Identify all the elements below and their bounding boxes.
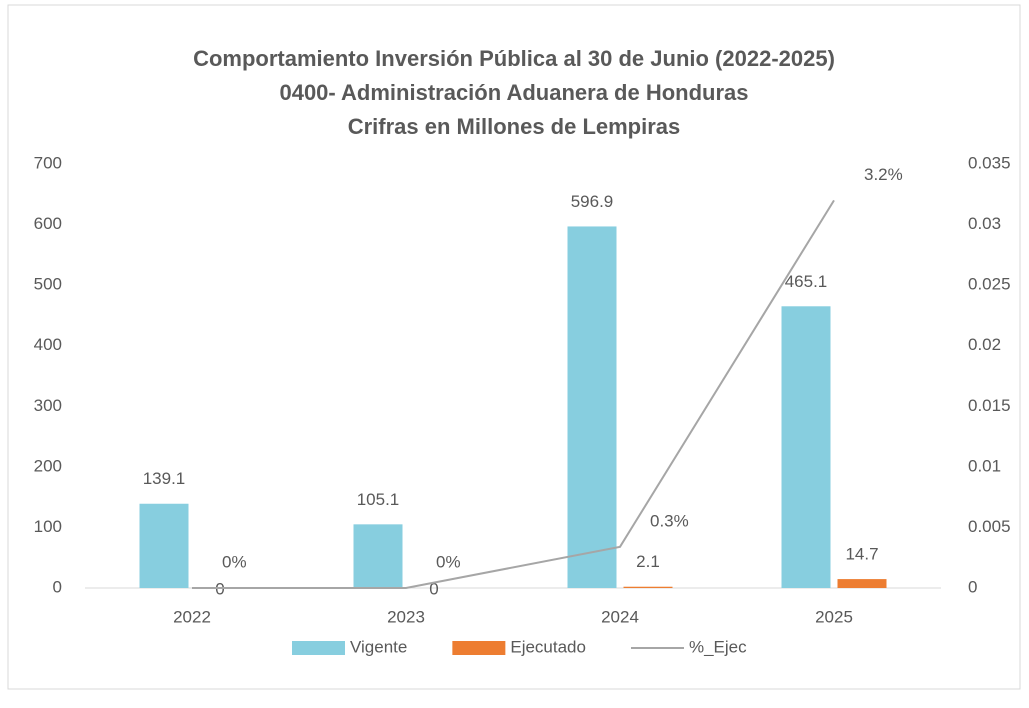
y-tick-label: 0	[53, 577, 62, 596]
data-label: 596.9	[571, 192, 614, 211]
data-label: 3.2%	[864, 165, 903, 184]
y-tick-label: 500	[34, 275, 62, 294]
line	[192, 199, 835, 589]
x-tick-label: 2024	[601, 607, 639, 626]
legend-label: %_Ejec	[689, 637, 747, 656]
bar	[837, 579, 887, 588]
y-tick-label: 300	[34, 396, 62, 415]
legend-label: Vigente	[350, 637, 407, 656]
x-tick-label: 2022	[173, 607, 211, 626]
x-tick-label: 2025	[815, 607, 853, 626]
y2-tick-label: 0.02	[968, 335, 1001, 354]
y-tick-label: 400	[34, 335, 62, 354]
y2-tick-label: 0.01	[968, 456, 1001, 475]
data-label: 0%	[436, 552, 461, 571]
data-label: 0.3%	[650, 511, 689, 530]
data-label: 139.1	[143, 469, 186, 488]
x-tick-label: 2023	[387, 607, 425, 626]
legend-swatch	[292, 641, 345, 655]
y-tick-label: 200	[34, 456, 62, 475]
data-label: 0	[429, 579, 438, 598]
bar	[781, 306, 831, 588]
y2-tick-label: 0.025	[968, 275, 1011, 294]
legend-swatch	[452, 641, 506, 655]
legend-label: Ejecutado	[510, 637, 586, 656]
data-label: 14.7	[845, 545, 878, 564]
y2-tick-label: 0.015	[968, 396, 1011, 415]
chart-subtitle: 0400- Administración Aduanera de Hondura…	[279, 80, 748, 105]
data-label: 105.1	[357, 490, 400, 509]
y2-tick-label: 0	[968, 577, 977, 596]
bar	[139, 503, 189, 588]
y2-tick-label: 0.035	[968, 153, 1011, 172]
bar	[353, 524, 403, 588]
bar	[623, 586, 673, 588]
chart-subtitle: Crifras en Millones de Lempiras	[348, 114, 681, 139]
data-label: 0%	[222, 552, 247, 571]
y2-tick-label: 0.03	[968, 214, 1001, 233]
data-label: 465.1	[785, 272, 828, 291]
bar	[567, 226, 617, 588]
y-tick-label: 600	[34, 214, 62, 233]
chart-title: Comportamiento Inversión Pública al 30 d…	[193, 46, 835, 71]
data-label: 2.1	[636, 552, 660, 571]
y-tick-label: 100	[34, 517, 62, 536]
y2-tick-label: 0.005	[968, 517, 1011, 536]
y-tick-label: 700	[34, 153, 62, 172]
